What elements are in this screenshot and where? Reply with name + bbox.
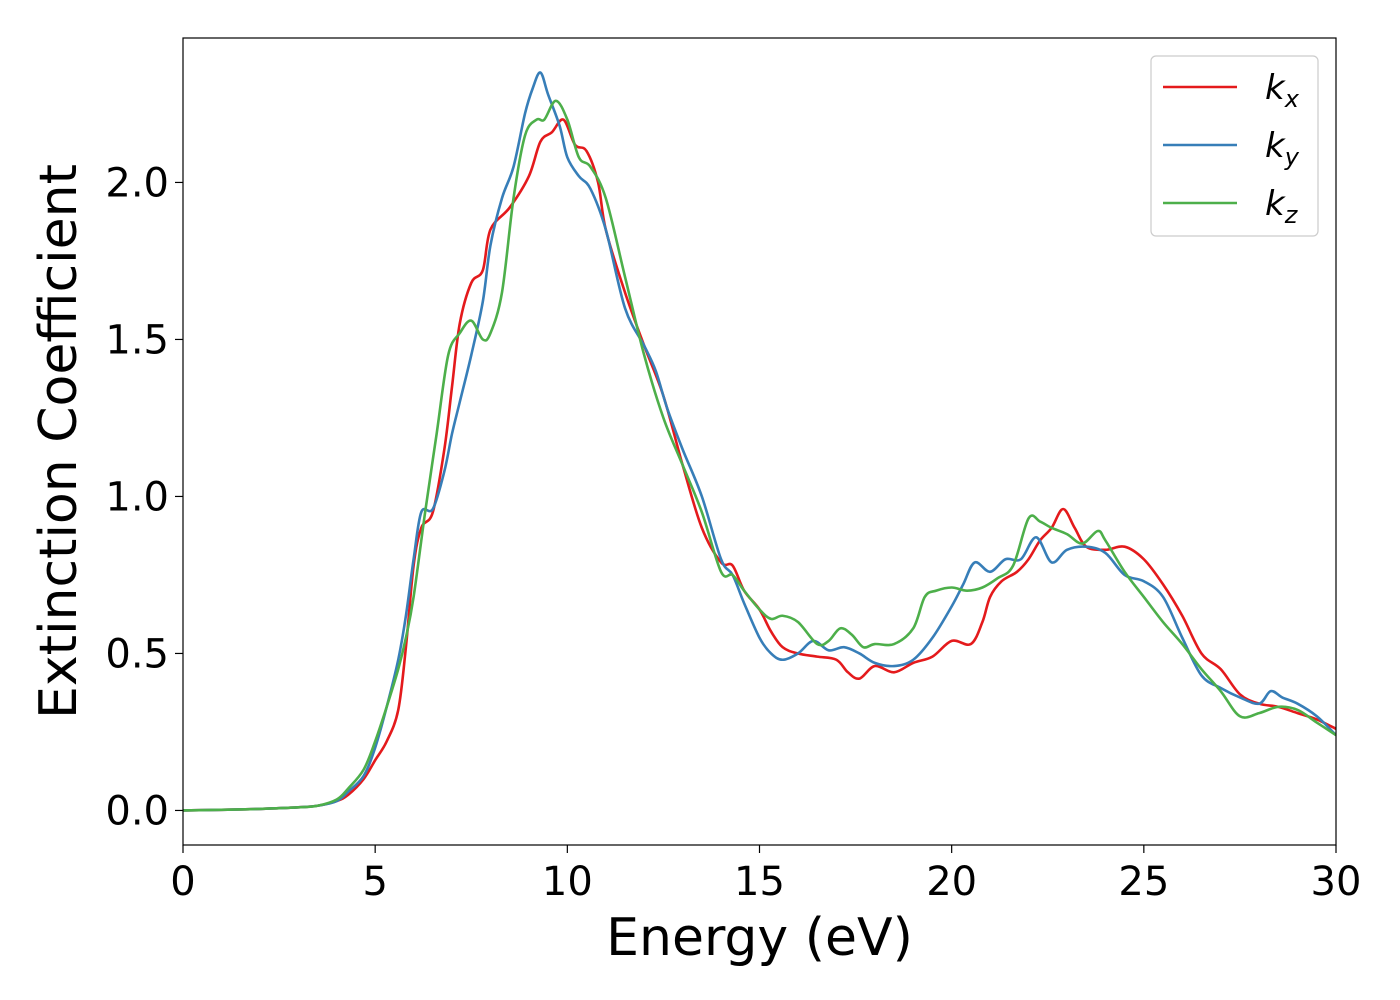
series-layer [183,71,1336,812]
y-axis-label: Extinction Coefficient [29,164,89,719]
y-tick-label: 2.0 [105,160,169,206]
x-tick-label: 5 [362,859,387,905]
legend: kx ky kz [1150,55,1319,237]
x-tick-label: 30 [1311,859,1362,905]
x-axis-label: Energy (eV) [606,908,913,968]
legend-label-ky: ky [1265,126,1300,171]
y-tick-label: 0.0 [105,788,169,834]
legend-label-kx: kx [1265,68,1300,113]
x-tick-label: 25 [1118,859,1169,905]
y-tick-label: 1.5 [105,317,169,363]
y-tick-label: 0.5 [105,631,169,677]
y-tick-label: 1.0 [105,474,169,520]
x-tick-label: 10 [542,859,593,905]
x-tick-label: 15 [734,859,785,905]
x-tick-label: 0 [170,859,195,905]
legend-label-kz: kz [1265,184,1299,229]
series-line-ky [183,71,1336,812]
x-tick-label: 20 [926,859,977,905]
ticks-layer: 0 5 10 15 20 25 30 0.0 0.5 1.0 1.5 2.0 [105,160,1361,905]
series-line-kz [183,99,1336,812]
